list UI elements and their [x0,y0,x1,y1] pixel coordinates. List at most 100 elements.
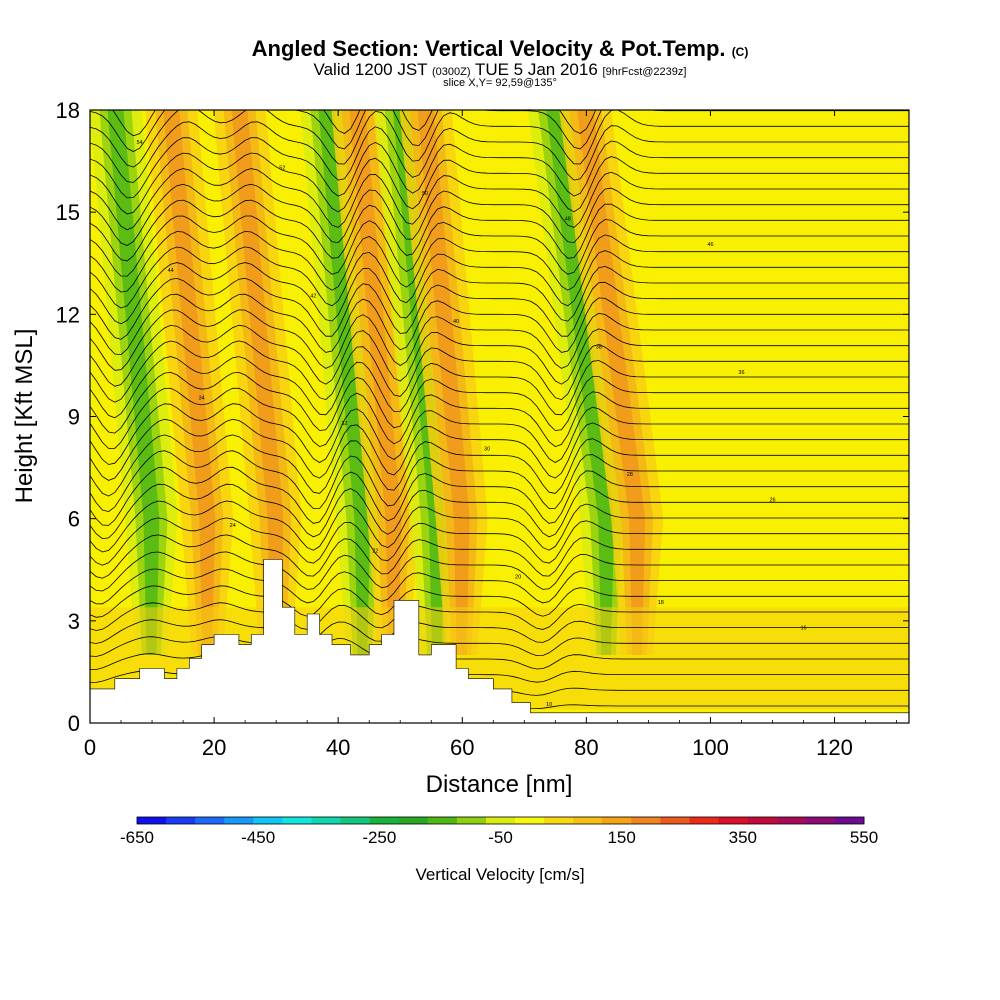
colorbar-swatch [776,817,807,824]
colorbar-swatch [834,817,865,824]
slice-label: slice X,Y= 92,59@135° [443,77,557,89]
theta-label: 34 [199,395,205,401]
title-text: Angled Section: Vertical Velocity & Pot.… [251,36,726,61]
x-tick-label: 0 [84,735,96,760]
theta-contour [90,137,909,199]
wave-band-downdraft [546,110,615,655]
theta-label: 16 [800,625,806,631]
y-tick-label: 9 [68,405,80,430]
theta-contour [90,434,909,497]
x-tick-label: 100 [692,735,729,760]
theta-label: 36 [738,370,744,376]
colorbar-swatch [340,817,371,824]
theta-label: 10 [546,702,552,708]
terrain-mask [89,559,910,724]
colorbar-swatch [660,817,691,824]
theta-contour [90,152,909,215]
y-tick-label: 18 [56,98,80,123]
y-tick-label: 0 [68,711,80,736]
theta-contour [90,215,909,277]
theta-label: 18 [658,600,664,606]
subtitle-date: TUE 5 Jan 2016 [474,60,598,79]
subtitle-valid: Valid 1200 JST [313,60,428,79]
theta-contour [90,246,909,309]
theta-contour [90,230,909,293]
chart-subtitle: Valid 1200 JST (0300Z) TUE 5 Jan 2016 [9… [0,60,1000,80]
theta-contour [90,450,909,513]
colorbar-swatch [166,817,196,824]
vertical-velocity-field [90,110,909,723]
theta-contour [90,517,909,566]
theta-contour [90,121,909,183]
theta-contour [90,293,909,356]
theta-contour [90,403,909,465]
colorbar-tick-label: -50 [488,828,513,847]
colorbar-swatch [224,817,254,824]
wave-band-updraft [577,110,646,655]
y-axis-label: Height [Kft MSL] [11,329,38,504]
theta-label: 24 [230,523,236,529]
y-tick-label: 3 [68,609,80,634]
theta-contour [90,340,909,403]
theta-contour [90,602,909,631]
theta-contour [90,356,909,419]
theta-label: 46 [707,242,713,248]
colorbar-swatch [253,817,283,824]
colorbar-swatch [282,817,312,824]
colorbar-label: Vertical Velocity [cm/s] [415,865,584,884]
theta-contour [90,483,909,540]
colorbar-swatch [311,817,342,824]
theta-label: 54 [137,140,143,146]
colorbar-swatch [398,817,429,824]
theta-label: 48 [565,217,571,223]
title-unit: (C) [731,45,749,59]
theta-contour [90,309,909,371]
colorbar-tick-label: -650 [120,828,154,847]
theta-contour [90,568,909,605]
y-tick-label: 12 [56,302,80,327]
colorbar-swatch [544,817,574,824]
subtitle-utc: (0300Z) [431,66,471,78]
colorbar-swatch [747,817,778,824]
theta-contour [90,110,909,152]
theta-label: 50 [422,191,428,197]
theta-contour [90,534,909,579]
theta-contour [90,466,909,526]
theta-label: 38 [596,344,602,350]
subtitle-fcst: [9hrFcst@2239z] [602,66,687,78]
colorbar-tick-label: 550 [850,828,878,847]
theta-label: 28 [627,472,633,478]
x-tick-label: 80 [574,735,598,760]
theta-contour [90,183,909,246]
colorbar-tick-label: -450 [241,828,275,847]
theta-label: 32 [341,421,347,427]
colorbar-swatch [427,817,458,824]
wave-band-updraft [163,110,216,655]
colorbar-swatch [805,817,836,824]
wave-band-updraft [231,110,284,655]
theta-contour [90,551,909,592]
x-tick-label: 20 [202,735,226,760]
x-axis: 0 20 40 60 80 100 120 [84,110,897,760]
chart-title: Angled Section: Vertical Velocity & Pot.… [0,36,1000,62]
theta-label: 26 [769,498,775,504]
wave-band-downdraft [318,110,371,655]
x-axis-label: Distance [nm] [426,771,573,798]
theta-contour [90,199,909,262]
colorbar-swatch [602,817,632,824]
wave-band-downdraft [107,110,160,655]
theta-contour [90,585,909,618]
colorbar-swatch [631,817,661,824]
theta-label: 22 [372,549,378,555]
colorbar-swatch [573,817,603,824]
colorbar-swatch [718,817,749,824]
colorbar-swatch [369,817,400,824]
colorbar: -650 -450 -250 -50 150 350 550 [120,816,878,847]
colorbar-swatch [456,817,487,824]
theta-label: 20 [515,574,521,580]
x-tick-label: 40 [326,735,350,760]
theta-contour [90,262,909,325]
theta-contour [90,619,909,644]
colorbar-swatch [515,817,545,824]
theta-contour [90,110,909,168]
